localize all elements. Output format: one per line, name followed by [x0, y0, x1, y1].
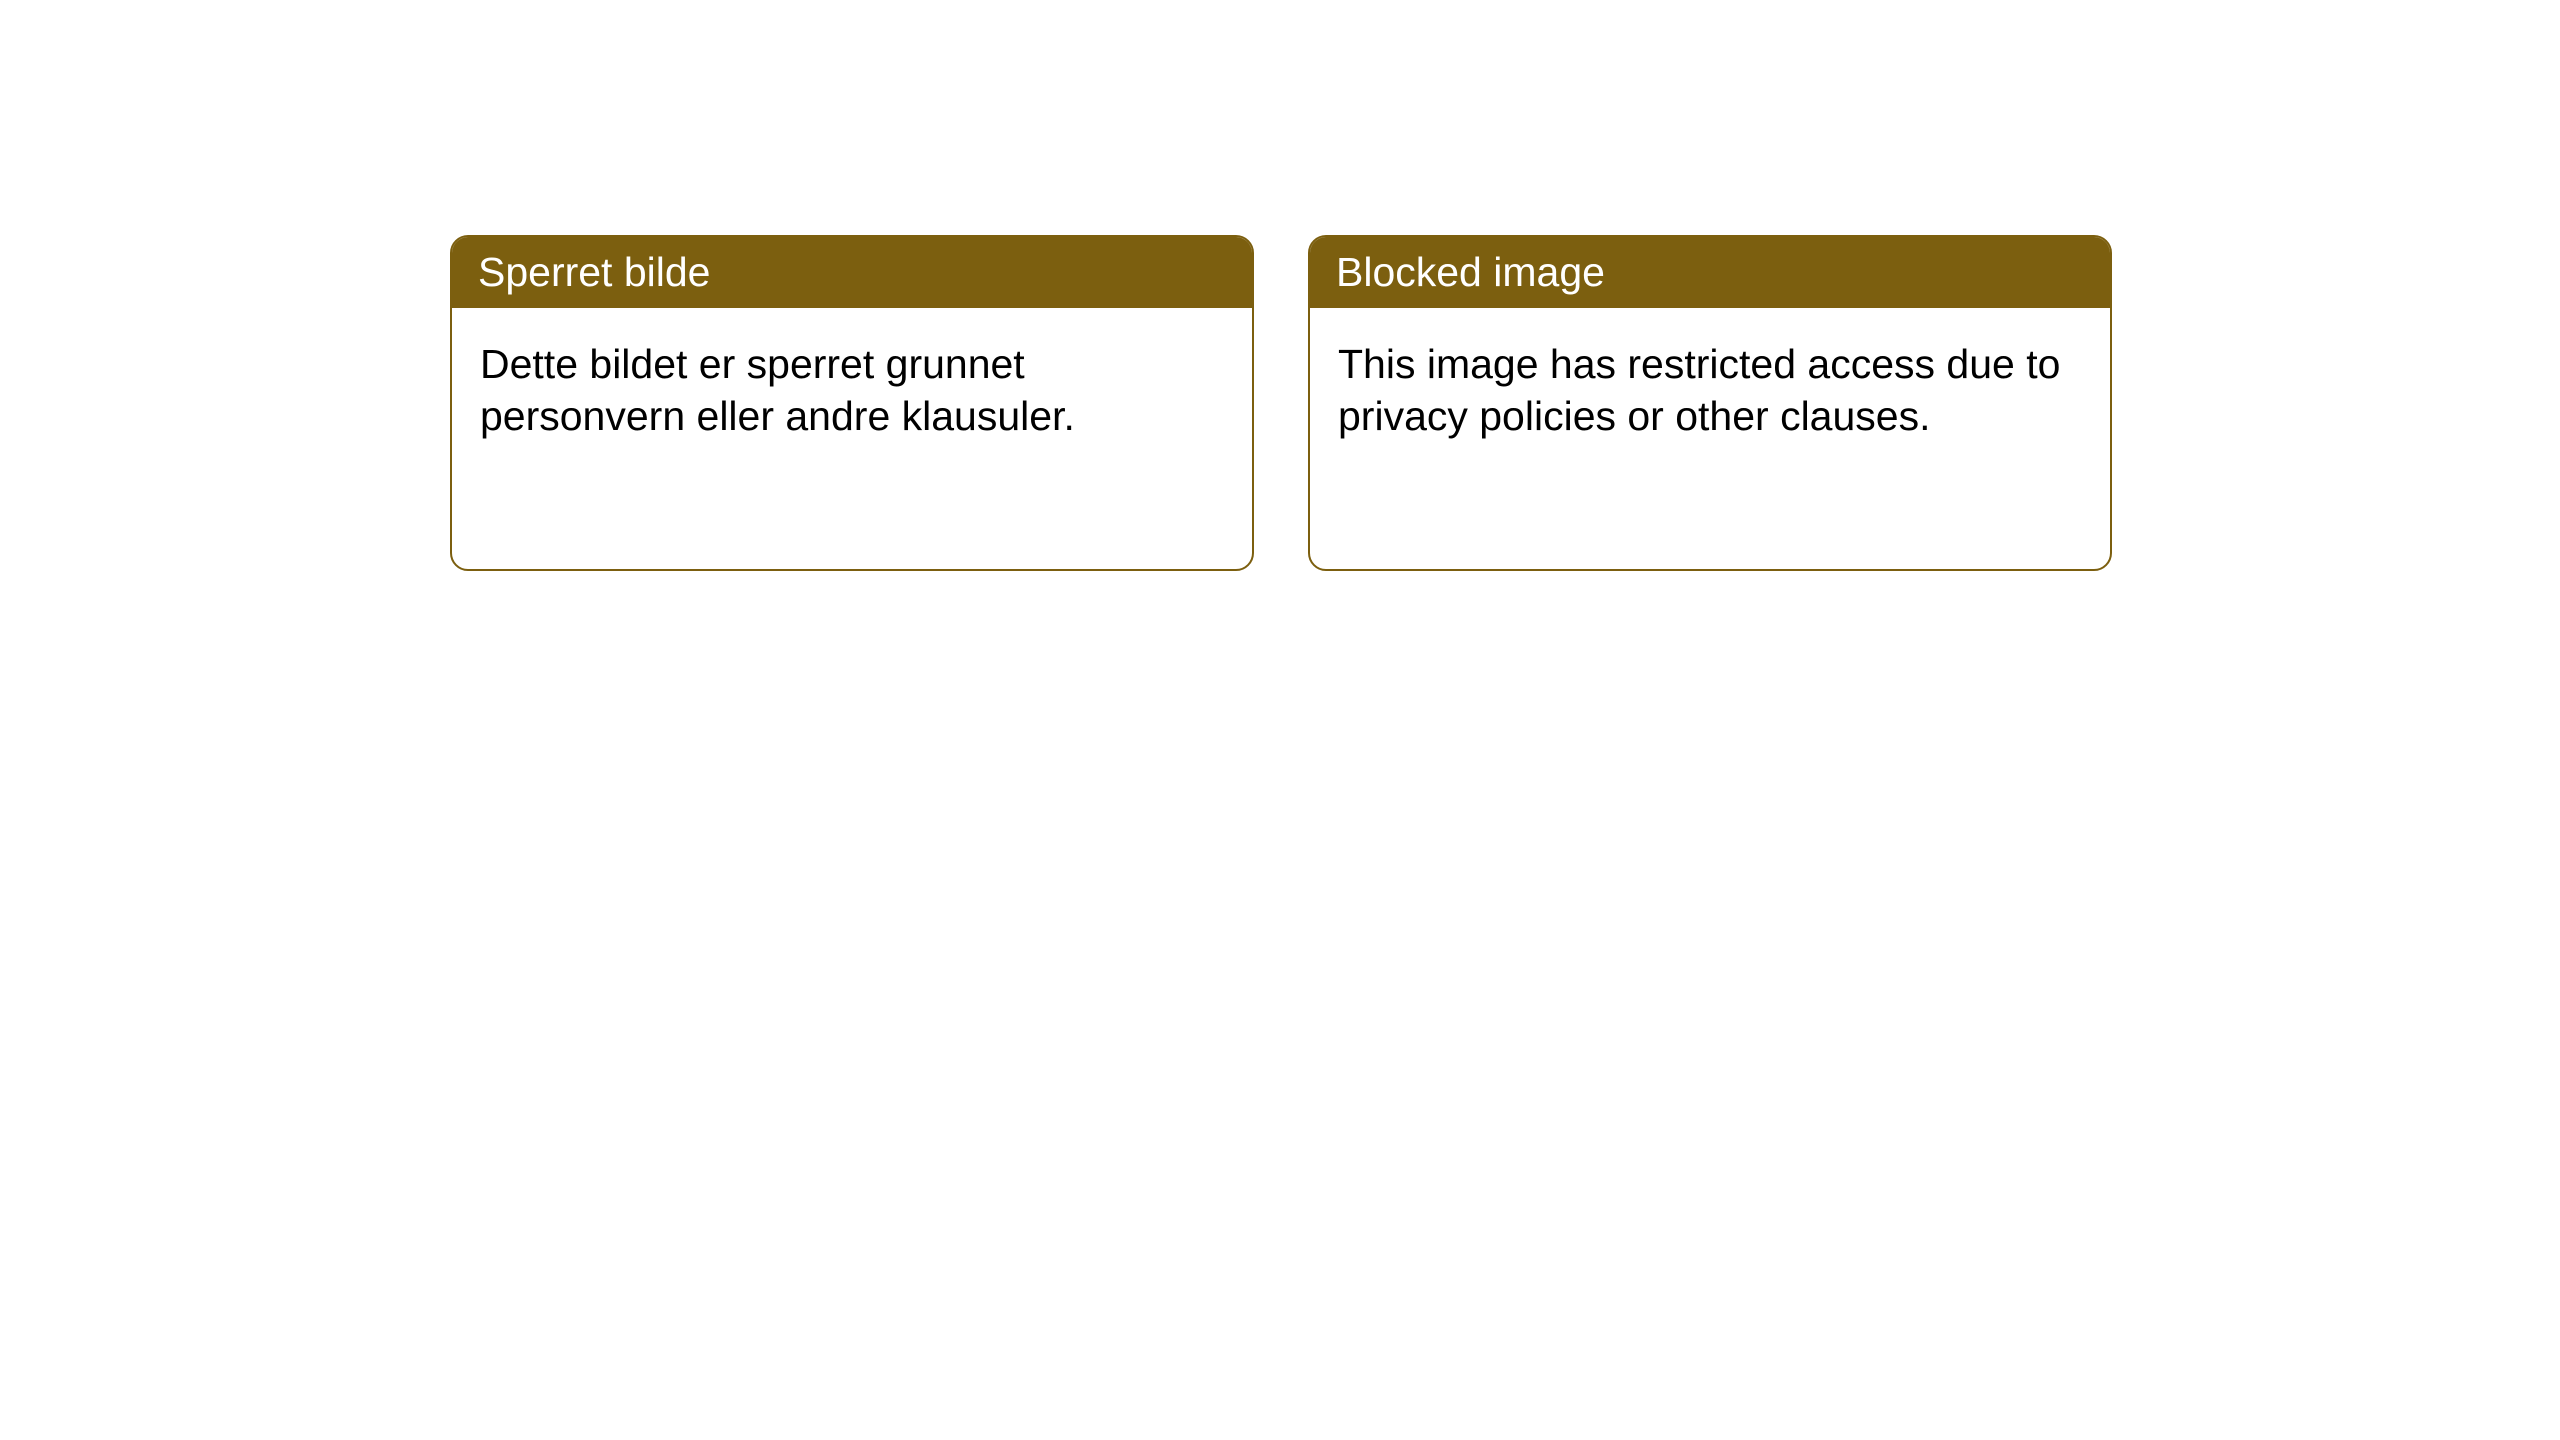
blocked-image-card-english: Blocked image This image has restricted … — [1308, 235, 2112, 571]
blocked-image-card-norwegian: Sperret bilde Dette bildet er sperret gr… — [450, 235, 1254, 571]
card-header: Sperret bilde — [452, 237, 1252, 308]
card-body-text: Dette bildet er sperret grunnet personve… — [480, 341, 1075, 439]
card-body: This image has restricted access due to … — [1310, 308, 2110, 472]
card-title: Blocked image — [1336, 249, 1605, 295]
card-body: Dette bildet er sperret grunnet personve… — [452, 308, 1252, 472]
card-body-text: This image has restricted access due to … — [1338, 341, 2060, 439]
card-title: Sperret bilde — [478, 249, 710, 295]
notice-cards-container: Sperret bilde Dette bildet er sperret gr… — [0, 0, 2560, 571]
card-header: Blocked image — [1310, 237, 2110, 308]
